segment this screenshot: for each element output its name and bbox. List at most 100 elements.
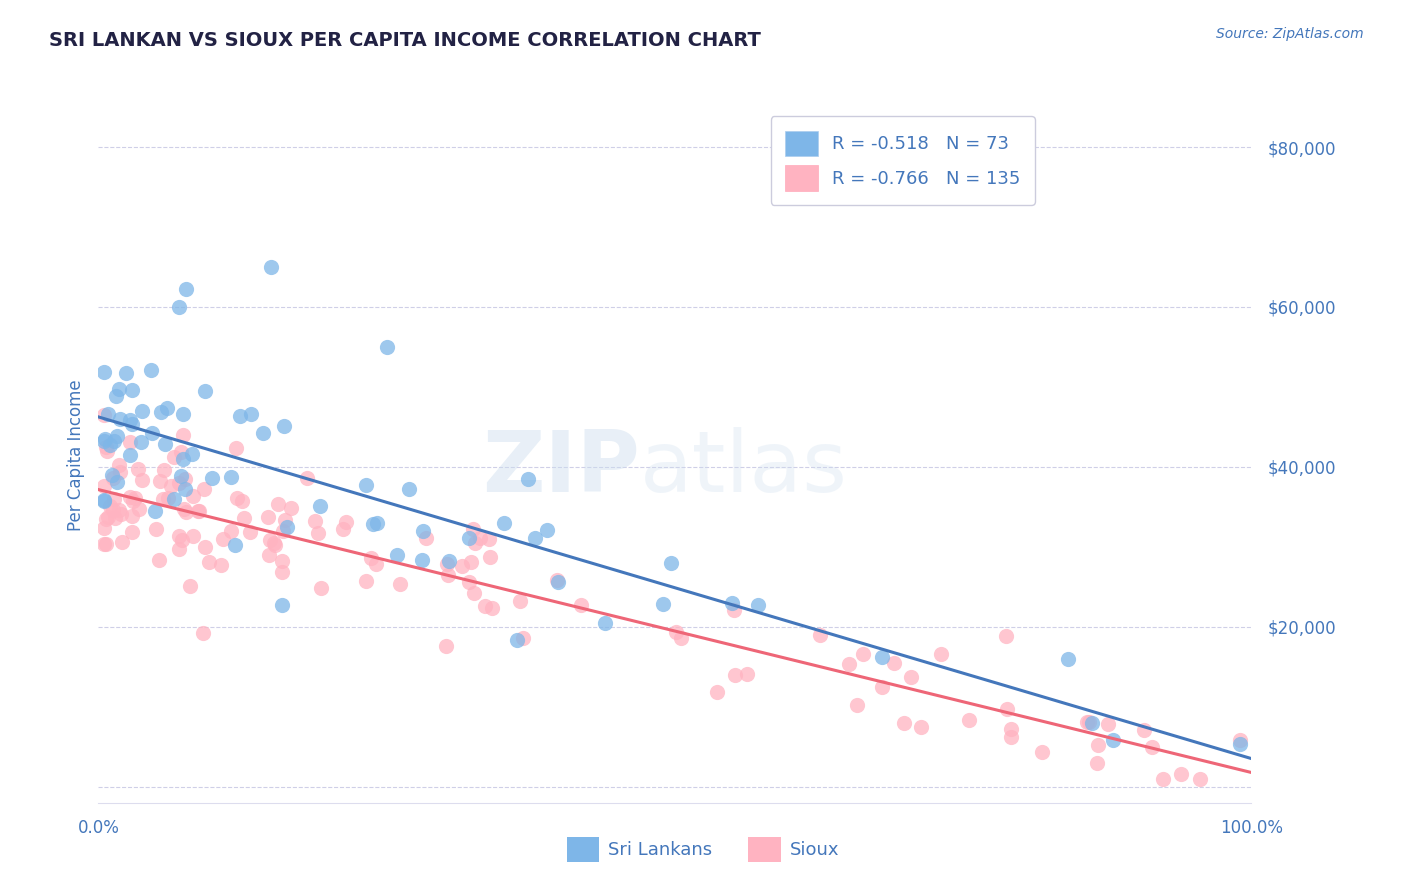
Point <box>900 670 922 684</box>
Point <box>180 447 202 461</box>
Point <box>153 437 176 451</box>
Point <box>263 535 285 549</box>
Point <box>97 408 120 422</box>
Point <box>149 475 172 489</box>
Text: ZIP: ZIP <box>482 427 640 510</box>
Point <box>100 438 122 452</box>
Point <box>122 494 145 508</box>
Point <box>93 434 115 448</box>
Point <box>105 475 128 489</box>
Point <box>176 505 198 519</box>
Point <box>167 542 190 557</box>
Point <box>838 657 860 672</box>
Point <box>179 579 201 593</box>
Point <box>1133 723 1156 737</box>
Point <box>229 409 252 424</box>
Point <box>152 492 174 507</box>
Point <box>477 532 499 546</box>
Point <box>219 524 242 538</box>
Point <box>174 282 197 296</box>
Point <box>97 509 120 524</box>
Point <box>103 434 125 449</box>
Point <box>121 525 143 540</box>
Point <box>108 382 131 396</box>
Point <box>104 511 127 525</box>
Point <box>280 500 302 515</box>
Point <box>304 514 326 528</box>
Point <box>1170 767 1192 781</box>
Point <box>93 537 115 551</box>
Point <box>264 538 287 552</box>
Point <box>131 473 153 487</box>
Point <box>721 596 744 610</box>
Point <box>128 501 150 516</box>
Point <box>94 512 117 526</box>
Point <box>96 444 118 458</box>
Point <box>468 531 491 545</box>
Point <box>145 522 167 536</box>
Point <box>101 467 124 482</box>
Point <box>463 585 485 599</box>
Point <box>127 462 149 476</box>
Point <box>121 383 143 397</box>
Point <box>93 365 115 379</box>
Point <box>512 631 534 645</box>
Point <box>93 408 115 422</box>
Legend: Sri Lankans, Sioux: Sri Lankans, Sioux <box>560 830 846 870</box>
Point <box>1188 772 1211 786</box>
Point <box>101 471 124 485</box>
Point <box>96 440 118 454</box>
Point <box>108 502 131 516</box>
Point <box>148 553 170 567</box>
Point <box>191 626 214 640</box>
Point <box>506 633 529 648</box>
Point <box>219 470 242 484</box>
Point <box>463 522 485 536</box>
Point <box>129 434 152 449</box>
Point <box>546 573 568 587</box>
Point <box>494 516 516 531</box>
Point <box>139 362 162 376</box>
Point <box>181 489 204 503</box>
Point <box>169 475 191 490</box>
Point <box>1152 772 1174 786</box>
Point <box>201 471 224 485</box>
Point <box>547 574 569 589</box>
Point <box>652 598 675 612</box>
Point <box>375 340 398 354</box>
Point <box>415 531 437 545</box>
Point <box>995 629 1018 643</box>
Point <box>846 698 869 712</box>
Point <box>411 552 433 566</box>
Point <box>167 300 190 314</box>
Point <box>593 615 616 630</box>
Point <box>105 429 128 443</box>
Point <box>308 499 330 513</box>
Y-axis label: Per Capita Income: Per Capita Income <box>66 379 84 531</box>
Point <box>225 491 247 505</box>
Point <box>120 412 142 426</box>
Point <box>193 482 215 496</box>
Point <box>354 477 377 491</box>
Point <box>1000 723 1022 737</box>
Point <box>121 417 143 431</box>
Point <box>671 631 693 645</box>
Point <box>104 389 127 403</box>
Point <box>163 450 186 465</box>
Point <box>737 667 759 681</box>
Point <box>170 445 193 459</box>
Point <box>252 425 274 440</box>
Point <box>332 522 354 536</box>
Point <box>187 504 209 518</box>
Point <box>93 478 115 492</box>
Point <box>1056 652 1078 666</box>
Point <box>706 685 728 699</box>
Point <box>170 468 193 483</box>
Point <box>115 367 138 381</box>
Point <box>1076 715 1098 730</box>
Point <box>1229 737 1251 751</box>
Point <box>257 548 280 562</box>
Point <box>437 554 460 568</box>
Point <box>870 680 893 694</box>
Point <box>174 472 197 486</box>
